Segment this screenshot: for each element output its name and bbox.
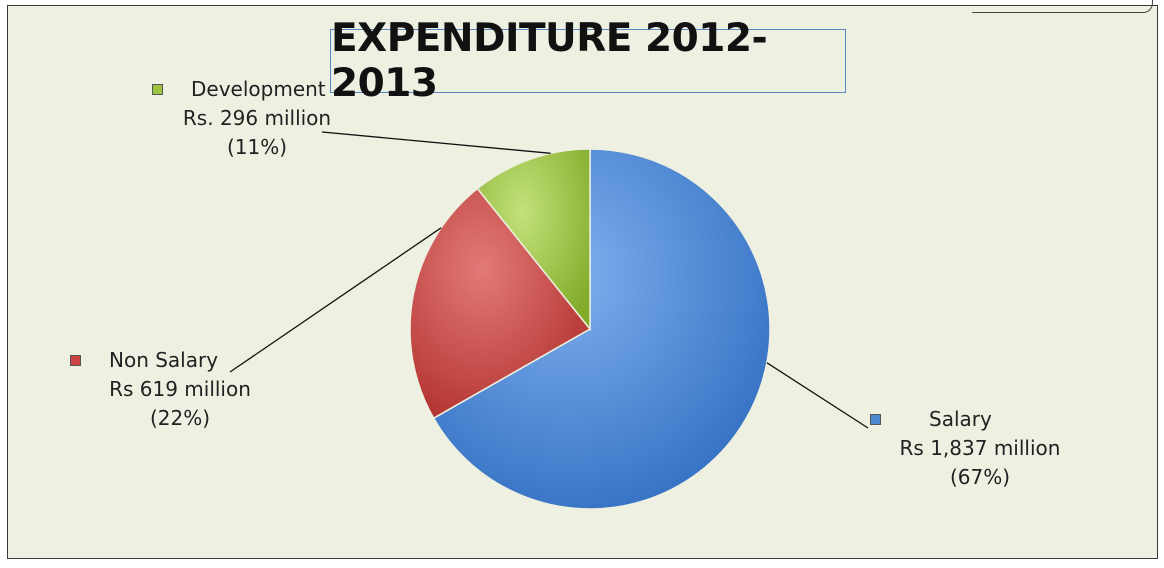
- label-non-salary: Non Salary Rs 619 million (22%): [70, 346, 290, 433]
- slice-name-development: Development: [191, 77, 326, 101]
- chart-title-box: EXPENDITURE 2012-2013: [330, 16, 846, 106]
- slice-name-non-salary: Non Salary: [109, 348, 219, 372]
- slice-pct-non-salary: (22%): [149, 406, 211, 430]
- legend-marker-salary: [870, 414, 881, 425]
- slice-pct-development: (11%): [226, 135, 288, 159]
- leader-line-development: [321, 131, 551, 154]
- slice-value-non-salary: Rs 619 million: [109, 377, 251, 401]
- slice-name-salary: Salary: [929, 407, 992, 431]
- slice-value-salary: Rs 1,837 million: [899, 436, 1061, 460]
- pie-slice-non-salary: [409, 187, 592, 420]
- leader-line-non-salary: [229, 227, 442, 373]
- slice-value-development: Rs. 296 million: [182, 106, 332, 130]
- legend-marker-non-salary: [70, 355, 81, 366]
- chart-title: EXPENDITURE 2012-2013: [331, 16, 768, 106]
- pie-slice-salary: [432, 148, 771, 510]
- pie-slice-development: [476, 148, 591, 332]
- leader-line-salary: [766, 362, 869, 429]
- slice-pct-salary: (67%): [949, 465, 1011, 489]
- label-development: Development Rs. 296 million (11%): [152, 75, 362, 162]
- label-salary: Salary Rs 1,837 million (67%): [870, 405, 1090, 492]
- legend-marker-development: [152, 84, 163, 95]
